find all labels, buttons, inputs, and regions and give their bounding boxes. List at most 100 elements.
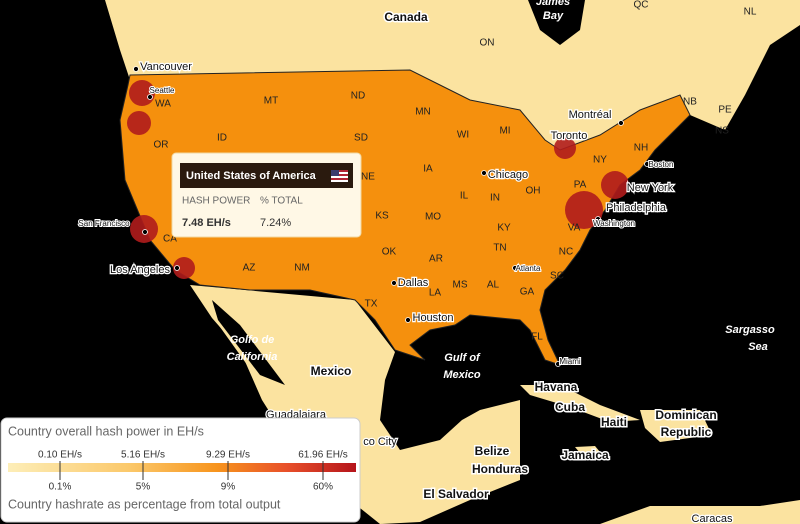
city-dot (618, 120, 624, 126)
state-label: IN (490, 193, 500, 204)
cuba (520, 385, 640, 422)
hispaniola (640, 410, 712, 442)
city-label: San Francisco (78, 219, 130, 228)
flag-stripe (331, 178, 348, 180)
city-dot (512, 265, 518, 271)
flag-stripe (331, 174, 348, 176)
legend: Country overall hash power in EH/s 0.10 … (0, 417, 361, 523)
tooltip-column: % TOTAL (260, 196, 303, 207)
map-labels: Canada James Bay QC NL ON NB PE NS Vancouver Seatt… (77, 0, 775, 524)
sea-label: Mexico (443, 369, 481, 381)
tooltip-value: 7.24% (260, 217, 291, 229)
city-dot (481, 170, 487, 176)
city-dot (147, 94, 153, 100)
city-dot (595, 216, 601, 222)
country-label: Cuba (555, 400, 585, 414)
state-label: SC (550, 271, 564, 282)
city-label: Boston (649, 160, 674, 169)
state-label: NH (634, 143, 648, 154)
state-label: PE (718, 105, 732, 116)
country-label: Dominican (655, 408, 716, 422)
city-label: Toronto (551, 130, 588, 142)
flag-canton (331, 170, 339, 176)
state-label: MI (499, 126, 510, 137)
legend-top-label: 61.96 EH/s (298, 450, 347, 461)
city-dot (405, 317, 411, 323)
city-label: Washington (593, 219, 635, 228)
state-label: NC (559, 247, 573, 258)
country-label: Honduras (472, 462, 528, 476)
hotspot (554, 137, 576, 159)
legend-ticks (59, 461, 324, 480)
state-label: AR (429, 254, 443, 265)
country-label: Jamaica (561, 448, 609, 462)
state-label: MN (415, 107, 431, 118)
legend-caption: Country hashrate as percentage from tota… (8, 497, 281, 511)
country-label: El Salvador (423, 487, 489, 501)
state-label: QC (634, 0, 649, 11)
city-label: Seattle (150, 86, 175, 95)
legend-bottom-label: 0.1% (49, 482, 72, 493)
city-label: Vancouver (140, 61, 192, 73)
mexico (190, 285, 520, 524)
country-label: Canada (384, 10, 428, 24)
hotspot (129, 80, 155, 106)
state-label: OK (382, 247, 397, 258)
tooltip-column: HASH POWER (182, 196, 250, 207)
state-label: AZ (243, 263, 256, 274)
sea-label: Golfo de (230, 334, 275, 346)
legend-top-label: 5.16 EH/s (121, 450, 165, 461)
sea-label: Gulf of (444, 352, 481, 364)
city-label: Chicago (488, 169, 528, 181)
city-dot (142, 229, 148, 235)
tooltip: United States of America HASH POWER % TO… (171, 152, 362, 238)
state-label: NM (294, 263, 310, 274)
state-label: IL (460, 191, 469, 202)
state-label: SD (354, 133, 368, 144)
state-label: ND (351, 91, 365, 102)
state-label: PA (574, 180, 587, 191)
country-label: Havana (535, 380, 578, 394)
sea-label: James (536, 0, 570, 8)
gulf-california (212, 300, 285, 385)
state-label: KY (497, 223, 511, 234)
country-label: Haiti (601, 415, 627, 429)
hotspot (565, 191, 603, 229)
city-dot (391, 280, 397, 286)
state-label: ON (480, 38, 495, 49)
state-label: NL (744, 7, 757, 18)
state-label: NS (715, 126, 729, 137)
state-label: MT (264, 96, 278, 107)
flag-stripe (331, 170, 348, 172)
tooltip-value: 7.48 EH/s (182, 217, 231, 229)
country-label: Belize (475, 444, 510, 458)
city-label: Miami (559, 357, 581, 366)
city-label: Philadelphia (606, 202, 667, 214)
hotspot (127, 111, 151, 135)
city-label: Montréal (569, 109, 612, 121)
hotspots (127, 80, 629, 279)
city-dot (555, 361, 561, 367)
usa (119, 69, 691, 366)
state-label: KS (375, 211, 389, 222)
state-label: OR (154, 140, 169, 151)
state-label: VA (568, 223, 581, 234)
legend-bottom-label: 5% (136, 482, 151, 493)
state-label: NE (361, 172, 375, 183)
flag (331, 170, 348, 182)
state-label: TX (365, 299, 378, 310)
state-label: NB (683, 97, 697, 108)
hotspot (601, 171, 629, 199)
state-label: OH (526, 186, 541, 197)
country-label: Mexico (311, 364, 352, 378)
sea-label: Sargasso (725, 324, 775, 336)
state-label: ID (217, 133, 227, 144)
state-label: WI (457, 130, 469, 141)
tooltip-header (180, 163, 353, 188)
state-label: NY (593, 155, 607, 166)
city-label: Houston (413, 312, 454, 324)
state-label: CA (163, 234, 177, 245)
legend-top-label: 9.29 EH/s (206, 450, 250, 461)
state-label: LA (429, 288, 442, 299)
